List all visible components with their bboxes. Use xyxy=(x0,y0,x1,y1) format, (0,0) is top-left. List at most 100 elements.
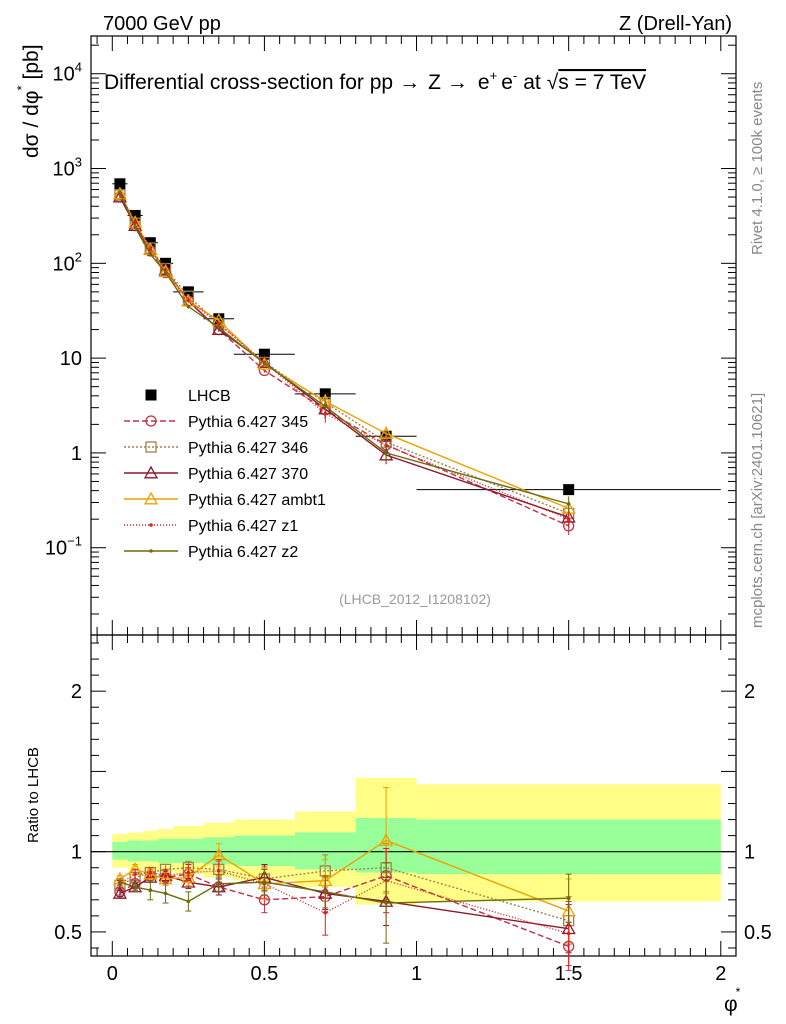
x-tick-label: 1.5 xyxy=(555,963,583,985)
legend-label: Pythia 6.427 345 xyxy=(188,414,308,431)
mc-point-z2 xyxy=(216,325,221,330)
title-e1: e xyxy=(478,71,490,94)
ratio-point-z1 xyxy=(216,869,221,873)
band-inner-bin xyxy=(416,819,721,875)
mc-point-z1 xyxy=(148,247,153,252)
header-left: 7000 GeV pp xyxy=(103,13,221,35)
x-tick-label: 1 xyxy=(411,963,422,985)
band-inner-bin xyxy=(127,840,143,862)
ratio-y-tick-label-right: 0.5 xyxy=(744,922,772,944)
ratio-point-z2 xyxy=(163,891,168,896)
band-inner-bin xyxy=(112,842,128,860)
series-line-z2 xyxy=(119,192,569,505)
mc-point-ambt1 xyxy=(112,186,128,200)
ratio-point-z2 xyxy=(566,896,571,901)
legend-label: Pythia 6.427 ambt1 xyxy=(188,492,326,509)
mc-point-z2 xyxy=(133,225,137,230)
mc-point-z2 xyxy=(163,270,168,275)
legend-entry-p345: Pythia 6.427 345 xyxy=(124,414,308,431)
x-tick-label: 0 xyxy=(107,963,118,985)
chart-title: Differential cross-section for pp → Z → e+ e-… xyxy=(104,68,646,94)
legend: LHCB Pythia 6.427 345 Pythia 6.427 346 Pyth… xyxy=(124,388,326,561)
legend-marker xyxy=(143,491,159,505)
ratio-series-layer xyxy=(112,786,576,971)
ratio-y-tick-label-right: 1 xyxy=(744,842,755,864)
ratio-point-z2 xyxy=(384,901,388,905)
analysis-watermark: (LHCB_2012_I1208102) xyxy=(339,591,491,607)
side-label-top: Rivet 4.1.0, ≥ 100k events xyxy=(749,82,766,255)
series-line-p346 xyxy=(119,194,569,515)
main-y-tick-label: 104 xyxy=(53,60,82,86)
x-label-phi: φ xyxy=(724,993,738,1016)
main-y-label-unit: [pb] xyxy=(20,44,43,79)
data-point xyxy=(563,484,575,496)
series-ambt1 xyxy=(112,186,576,518)
mc-point-z2 xyxy=(566,502,571,506)
side-label-bottom: mcplots.cern.ch [arXiv:2401.10621] xyxy=(749,393,766,628)
title-minus: - xyxy=(513,68,517,83)
legend-marker xyxy=(145,441,157,453)
ratio-point-ambt1 xyxy=(379,833,394,846)
legend-label: Pythia 6.427 z1 xyxy=(188,518,298,535)
data-point xyxy=(114,178,126,190)
legend-marker xyxy=(145,389,157,401)
mc-point-z2 xyxy=(148,252,153,256)
x-axis-label: φ* xyxy=(724,985,741,1016)
main-y-tick-label: 103 xyxy=(53,155,82,181)
mc-point-z2 xyxy=(384,451,388,455)
mc-point-ambt1 xyxy=(257,356,272,370)
x-label-star: * xyxy=(736,985,741,999)
ratio-point-z1 xyxy=(148,870,153,875)
band-inner-bin xyxy=(173,838,204,863)
legend-label: LHCB xyxy=(188,388,231,405)
ratio-line-ambt1 xyxy=(119,839,569,912)
ratio-point-z2 xyxy=(186,899,191,904)
ratio-point-p370 xyxy=(112,886,128,899)
series-z1 xyxy=(118,191,571,529)
legend-label: Pythia 6.427 370 xyxy=(188,466,308,483)
ratio-y-label: Ratio to LHCB xyxy=(25,747,42,843)
legend-label: Pythia 6.427 z2 xyxy=(188,544,298,561)
mc-point-p370 xyxy=(112,189,128,203)
series-line-ambt1 xyxy=(119,193,569,510)
main-y-tick-label: 10 xyxy=(60,348,82,370)
ratio-point-z2 xyxy=(323,890,328,894)
legend-marker xyxy=(149,549,153,553)
ratio-point-z2 xyxy=(118,880,122,884)
title-pre: Differential cross-section for pp xyxy=(104,71,393,94)
legend-entry-data: LHCB xyxy=(145,388,231,405)
ratio-y-tick-label: 1 xyxy=(71,842,82,864)
legend-entry-ambt1: Pythia 6.427 ambt1 xyxy=(124,491,326,509)
title-z: Z xyxy=(428,71,441,94)
ratio-line-p346 xyxy=(119,867,569,922)
mc-point-z2 xyxy=(186,304,191,309)
mc-point-p370 xyxy=(211,322,226,336)
band-inner-bin xyxy=(233,835,295,867)
mc-point-p370 xyxy=(128,218,143,232)
ratio-point-z1 xyxy=(323,910,328,915)
data-point xyxy=(258,348,270,360)
series-p370 xyxy=(112,189,576,527)
ratio-line-p345 xyxy=(119,873,569,948)
x-tick-label: 0.5 xyxy=(251,963,279,985)
mc-point-z2 xyxy=(323,404,328,409)
legend-marker xyxy=(149,523,153,527)
series-line-p370 xyxy=(119,196,569,518)
ratio-point-z1 xyxy=(133,872,137,876)
series-p345 xyxy=(114,191,575,536)
ratio-panel-frame xyxy=(90,634,737,957)
main-y-label-star: * xyxy=(14,85,29,90)
ratio-point-z1 xyxy=(186,870,191,875)
main-y-tick-label: 10−1 xyxy=(45,534,82,560)
main-y-label-main: dσ / dφ xyxy=(20,91,43,158)
ratio-point-z2 xyxy=(148,888,153,892)
title-e2: e xyxy=(501,71,513,94)
header-right: Z (Drell-Yan) xyxy=(619,13,732,35)
ratio-y-axis: 2 2 1 1 0.5 0.5 xyxy=(54,642,772,949)
ratio-y-tick-label: 2 xyxy=(71,681,82,703)
ratio-point-z2 xyxy=(133,885,137,889)
legend-entry-p346: Pythia 6.427 346 xyxy=(124,440,308,457)
mc-point-z1 xyxy=(133,220,137,225)
ratio-point-z1 xyxy=(163,873,168,878)
